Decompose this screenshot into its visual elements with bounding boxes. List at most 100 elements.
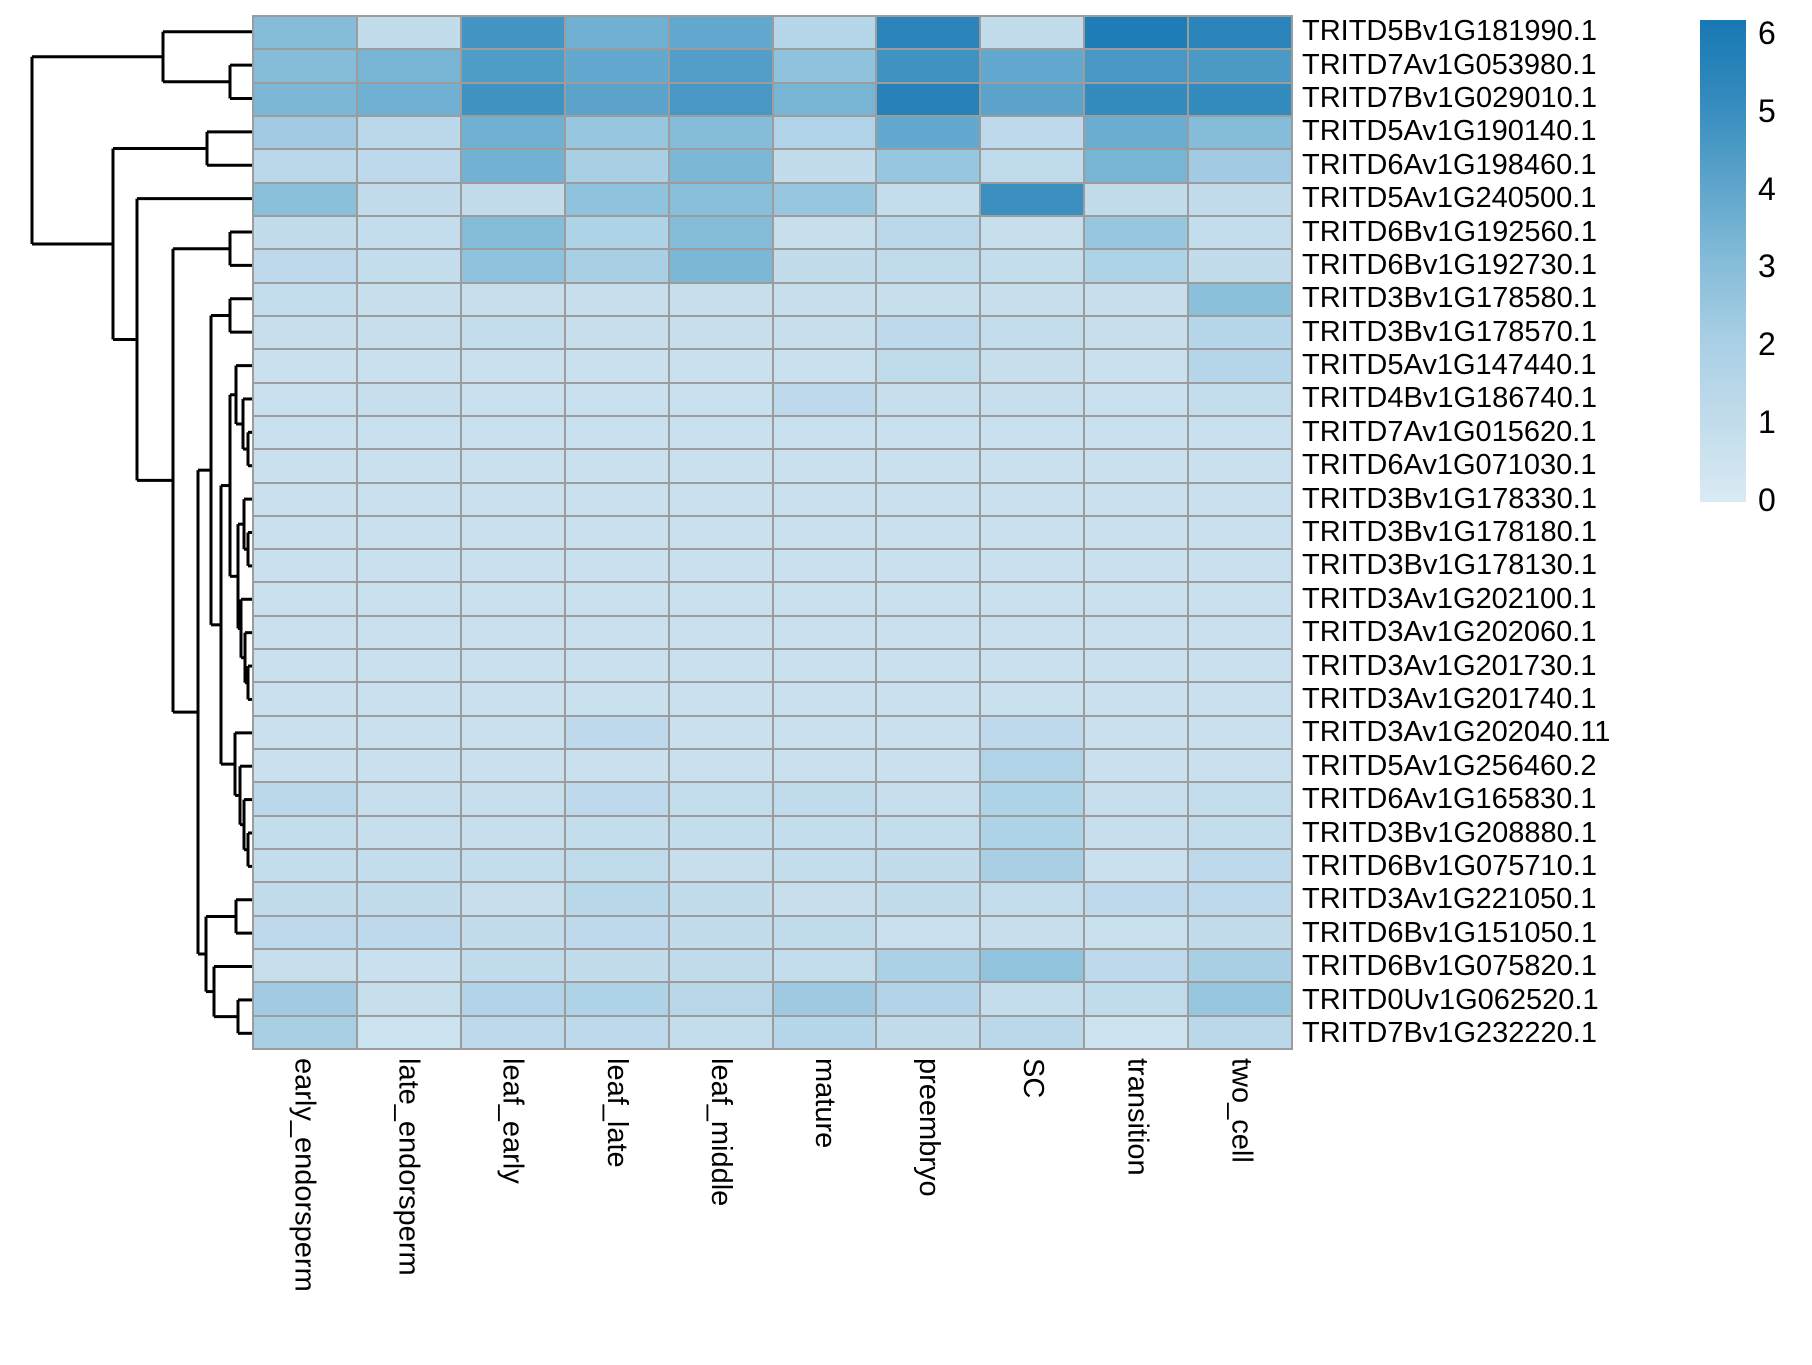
heatmap-cell [565, 50, 668, 82]
heatmap-cell [669, 350, 772, 382]
heatmap-cell [357, 916, 460, 949]
row-label: TRITD3Av1G201740.1 [1302, 683, 1597, 715]
heatmap-cell [1189, 83, 1291, 115]
heatmap-cell [565, 250, 668, 282]
heatmap-cell [254, 750, 356, 782]
heatmap-cell [1085, 750, 1188, 782]
heatmap-cell [254, 350, 356, 382]
heatmap-cell [1085, 983, 1188, 1015]
heatmap-cell [1085, 816, 1188, 849]
heatmap-cell [877, 683, 980, 715]
column-label: early_endorsperm [288, 1058, 321, 1292]
row-label: TRITD5Av1G256460.2 [1302, 749, 1597, 782]
heatmap-cell [877, 750, 980, 782]
heatmap-cell [254, 983, 356, 1015]
heatmap-cell [461, 383, 564, 415]
heatmap-cell [877, 383, 980, 415]
heatmap-cell [981, 950, 1084, 982]
heatmap-cell [669, 183, 772, 215]
heatmap-cell [357, 716, 460, 749]
heatmap-cell [1085, 650, 1188, 682]
heatmap-cell [981, 250, 1084, 282]
heatmap-cell [669, 316, 772, 349]
heatmap-cell [773, 616, 876, 649]
heatmap-cell [565, 650, 668, 682]
heatmap-cell [877, 17, 980, 49]
row-label: TRITD3Bv1G178180.1 [1302, 516, 1597, 549]
heatmap-cell [1189, 183, 1291, 215]
heatmap-cell [877, 583, 980, 615]
heatmap-cell [565, 916, 668, 949]
heatmap-cell [773, 50, 876, 82]
heatmap-cell [357, 17, 460, 49]
heatmap-cell [1085, 950, 1188, 982]
heatmap-cell [565, 883, 668, 915]
heatmap-cell [981, 583, 1084, 615]
heatmap-cell [1085, 850, 1188, 882]
heatmap-cell [357, 516, 460, 549]
row-label: TRITD7Av1G015620.1 [1302, 415, 1597, 448]
heatmap-cell [254, 450, 356, 482]
heatmap-cell [773, 783, 876, 815]
heatmap-cell [773, 750, 876, 782]
heatmap-cell [669, 950, 772, 982]
heatmap-cell [565, 17, 668, 49]
heatmap-cell [877, 150, 980, 182]
heatmap-cell [981, 17, 1084, 49]
heatmap-cell [877, 983, 980, 1015]
heatmap-cell [461, 350, 564, 382]
heatmap-cell [1189, 883, 1291, 915]
heatmap-cell [773, 116, 876, 149]
legend-tick-label: 0 [1758, 481, 1776, 518]
heatmap-cell [357, 1016, 460, 1048]
row-label: TRITD6Av1G165830.1 [1302, 783, 1597, 816]
heatmap-cell [1189, 416, 1291, 449]
heatmap-cell [669, 916, 772, 949]
heatmap-cell [357, 950, 460, 982]
heatmap-cell [254, 516, 356, 549]
row-label: TRITD6Bv1G151050.1 [1302, 916, 1597, 949]
heatmap-cell [1085, 716, 1188, 749]
row-label: TRITD6Bv1G192730.1 [1302, 248, 1597, 281]
heatmap-cell [461, 816, 564, 849]
heatmap-cell [981, 816, 1084, 849]
heatmap-cell [773, 416, 876, 449]
heatmap-cell [669, 483, 772, 515]
row-label: TRITD6Bv1G075710.1 [1302, 849, 1597, 882]
heatmap-cell [254, 17, 356, 49]
row-label: TRITD5Bv1G181990.1 [1302, 15, 1597, 48]
heatmap-cell [565, 550, 668, 582]
heatmap-cell [773, 183, 876, 215]
heatmap-cell [669, 83, 772, 115]
heatmap-cell [877, 83, 980, 115]
heatmap-cell [981, 883, 1084, 915]
heatmap-cell [669, 1016, 772, 1048]
heatmap-cell [565, 983, 668, 1015]
heatmap-cell [1085, 516, 1188, 549]
heatmap-cell [254, 216, 356, 249]
heatmap-cell [1189, 950, 1291, 982]
heatmap-cell [773, 216, 876, 249]
heatmap-cell [254, 83, 356, 115]
heatmap-cell [254, 616, 356, 649]
heatmap-cell [773, 683, 876, 715]
heatmap-cell [669, 716, 772, 749]
heatmap-cell [981, 850, 1084, 882]
heatmap-cell [357, 650, 460, 682]
heatmap-cell [1189, 383, 1291, 415]
heatmap-cell [461, 283, 564, 315]
heatmap-cell [1189, 283, 1291, 315]
heatmap-cell [565, 683, 668, 715]
heatmap-cell [357, 116, 460, 149]
heatmap-cell [1189, 816, 1291, 849]
heatmap-cell [254, 383, 356, 415]
heatmap-cell [1085, 17, 1188, 49]
heatmap-cell [461, 250, 564, 282]
heatmap-cell [357, 150, 460, 182]
row-label: TRITD7Bv1G232220.1 [1302, 1016, 1597, 1049]
heatmap-cell [877, 950, 980, 982]
heatmap-cell [669, 616, 772, 649]
heatmap-cell [461, 616, 564, 649]
heatmap-cell [877, 850, 980, 882]
heatmap-cell [1189, 750, 1291, 782]
